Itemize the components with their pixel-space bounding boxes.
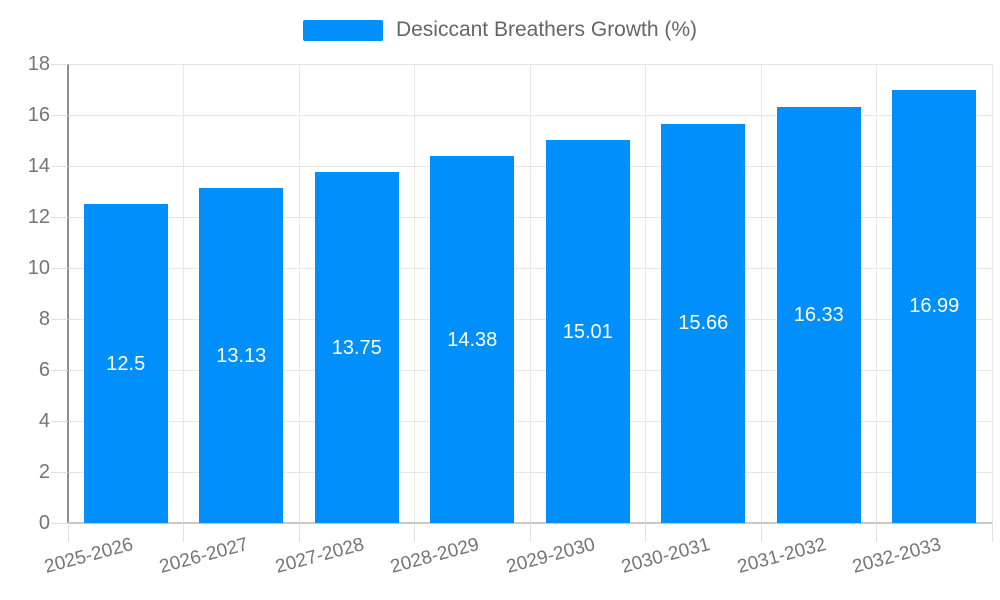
- bar-value-label: 16.99: [909, 295, 960, 318]
- bar-value-label: 15.66: [678, 312, 729, 335]
- bar[interactable]: [892, 89, 977, 523]
- y-axis-tick-label: 10: [27, 257, 50, 279]
- y-axis-tick: [51, 216, 68, 218]
- y-axis-tick: [51, 522, 68, 524]
- x-axis-category-label: 2030-2031: [619, 534, 713, 578]
- y-axis-line: [67, 64, 69, 524]
- bar-value-label: 16.33: [793, 303, 844, 326]
- x-axis-category-label: 2025-2026: [41, 534, 136, 578]
- x-axis-category-label: 2029-2030: [503, 534, 598, 578]
- x-axis-line: [68, 522, 992, 524]
- plot-area: 12.5 13.13 13.75 14.38 15.01 15.66 16.33 16.99: [67, 63, 993, 524]
- y-axis-tick-label: 2: [38, 461, 50, 483]
- y-axis-tick-label: 4: [38, 410, 50, 432]
- y-axis-tick-label: 18: [27, 53, 50, 75]
- bar[interactable]: [661, 123, 746, 523]
- bar[interactable]: [83, 204, 168, 523]
- x-gridline: [183, 64, 184, 523]
- legend-item[interactable]: Desiccant Breathers Growth (%): [0, 18, 1000, 42]
- x-axis-tick: [414, 523, 415, 542]
- x-axis-tick: [183, 523, 184, 542]
- x-gridline: [414, 64, 415, 523]
- bar[interactable]: [430, 156, 515, 523]
- y-axis-tick-label: 16: [27, 104, 50, 126]
- y-axis-tick-label: 14: [27, 155, 50, 177]
- x-gridline: [298, 64, 300, 523]
- x-gridline: [760, 64, 762, 523]
- y-axis-tick: [51, 114, 68, 116]
- bar[interactable]: [314, 172, 399, 523]
- y-axis-tick: [51, 318, 68, 320]
- x-axis-tick: [67, 523, 69, 542]
- legend-label: Desiccant Breathers Growth (%): [395, 18, 698, 41]
- bar-value-label: 13.13: [216, 344, 267, 367]
- x-axis-category-label: 2027-2028: [272, 534, 367, 578]
- y-axis-tick: [51, 420, 68, 422]
- x-axis-category-label: 2026-2027: [157, 534, 251, 578]
- y-axis-tick: [51, 63, 68, 65]
- x-axis-tick: [760, 523, 762, 542]
- x-axis-category-label: 2028-2029: [388, 534, 482, 578]
- y-axis-tick: [51, 267, 68, 269]
- x-axis-tick: [298, 523, 300, 542]
- bar[interactable]: [545, 140, 630, 523]
- y-axis-tick: [51, 165, 68, 167]
- x-axis-tick: [876, 523, 877, 542]
- x-gridline: [645, 64, 646, 523]
- x-gridline: [991, 64, 993, 523]
- bar-value-label: 14.38: [447, 328, 498, 351]
- bar-value-label: 13.75: [331, 336, 382, 359]
- x-axis-tick: [645, 523, 646, 542]
- x-axis-category-label: 2031-2032: [734, 534, 829, 578]
- x-axis-category-label: 2032-2033: [850, 534, 944, 578]
- x-gridline: [876, 64, 877, 523]
- y-axis-tick-label: 6: [38, 359, 50, 381]
- x-gridline: [529, 64, 531, 523]
- legend-swatch-icon: [302, 19, 383, 41]
- bar[interactable]: [199, 188, 284, 523]
- x-axis-tick: [529, 523, 531, 542]
- y-axis-tick: [51, 369, 68, 371]
- x-axis-tick: [991, 523, 993, 542]
- y-axis-tick-label: 8: [38, 308, 50, 330]
- y-axis-tick: [51, 471, 68, 473]
- bar[interactable]: [776, 106, 861, 523]
- bar-value-label: 15.01: [562, 320, 613, 343]
- bar-value-label: 12.5: [106, 352, 146, 375]
- y-axis-tick-label: 0: [38, 512, 50, 534]
- y-axis-tick-label: 12: [27, 206, 50, 228]
